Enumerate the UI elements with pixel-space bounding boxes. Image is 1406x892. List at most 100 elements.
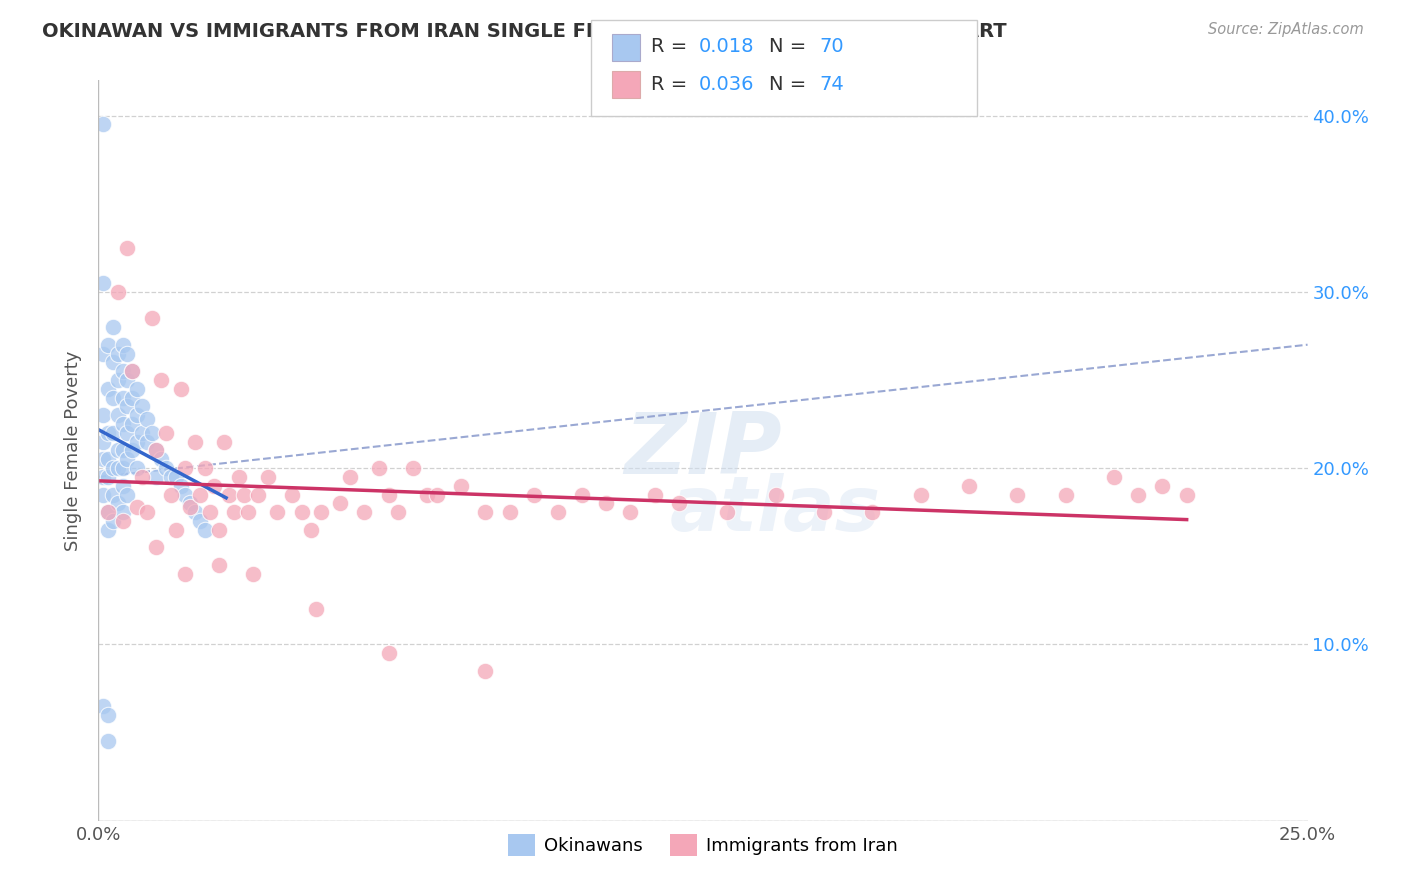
Point: [1175, 487, 1198, 501]
Point: [339, 470, 361, 484]
Point: [127, 382, 149, 396]
Point: [242, 566, 264, 581]
Point: [204, 479, 226, 493]
Point: [165, 470, 187, 484]
Point: [416, 487, 439, 501]
Point: [135, 434, 157, 449]
Point: [212, 434, 235, 449]
Point: [1054, 487, 1077, 501]
Point: [101, 391, 124, 405]
Point: [179, 496, 201, 510]
Point: [117, 452, 139, 467]
Point: [860, 505, 883, 519]
Point: [117, 425, 139, 440]
Point: [194, 523, 217, 537]
Point: [266, 505, 288, 519]
Text: N =: N =: [769, 37, 813, 56]
Point: [145, 443, 167, 458]
Point: [377, 646, 399, 660]
Y-axis label: Single Female Poverty: Single Female Poverty: [65, 351, 83, 550]
Point: [228, 470, 250, 484]
Point: [198, 505, 221, 519]
Point: [145, 443, 167, 458]
Text: 74: 74: [820, 75, 845, 95]
Text: R =: R =: [651, 75, 693, 95]
Point: [281, 487, 304, 501]
Point: [111, 514, 134, 528]
Point: [107, 285, 129, 299]
Text: 0.018: 0.018: [699, 37, 754, 56]
Point: [111, 479, 134, 493]
Point: [101, 355, 124, 369]
Point: [127, 461, 149, 475]
Point: [474, 505, 496, 519]
Legend: Okinawans, Immigrants from Iran: Okinawans, Immigrants from Iran: [501, 827, 905, 863]
Point: [169, 382, 191, 396]
Point: [184, 434, 207, 449]
Point: [121, 391, 143, 405]
Point: [97, 452, 120, 467]
Point: [910, 487, 932, 501]
Point: [247, 487, 270, 501]
Point: [97, 382, 120, 396]
Point: [155, 425, 177, 440]
Point: [97, 470, 120, 484]
Point: [107, 461, 129, 475]
Text: R =: R =: [651, 37, 693, 56]
Point: [174, 566, 197, 581]
Point: [194, 461, 217, 475]
Point: [619, 505, 641, 519]
Point: [127, 500, 149, 514]
Point: [218, 487, 240, 501]
Point: [368, 461, 391, 475]
Point: [111, 461, 134, 475]
Point: [91, 487, 114, 501]
Point: [290, 505, 312, 519]
Text: atlas: atlas: [671, 473, 882, 547]
Point: [131, 470, 153, 484]
Point: [222, 505, 245, 519]
Point: [426, 487, 449, 501]
Text: ZIP: ZIP: [624, 409, 782, 492]
Point: [107, 408, 129, 422]
Point: [150, 373, 173, 387]
Point: [91, 408, 114, 422]
Point: [1128, 487, 1150, 501]
Text: 0.036: 0.036: [699, 75, 754, 95]
Point: [169, 479, 191, 493]
Point: [121, 364, 143, 378]
Point: [91, 434, 114, 449]
Point: [107, 496, 129, 510]
Point: [97, 707, 120, 722]
Point: [765, 487, 787, 501]
Point: [117, 373, 139, 387]
Point: [160, 470, 183, 484]
Point: [208, 558, 231, 572]
Point: [523, 487, 546, 501]
Point: [97, 337, 120, 351]
Point: [150, 452, 173, 467]
Point: [107, 373, 129, 387]
Point: [121, 417, 143, 431]
Point: [117, 241, 139, 255]
Point: [145, 470, 167, 484]
Point: [256, 470, 278, 484]
Point: [111, 505, 134, 519]
Point: [387, 505, 409, 519]
Point: [127, 434, 149, 449]
Point: [91, 699, 114, 714]
Point: [145, 541, 167, 555]
Point: [91, 452, 114, 467]
Point: [1152, 479, 1174, 493]
Point: [595, 496, 617, 510]
Point: [101, 425, 124, 440]
Point: [402, 461, 425, 475]
Point: [101, 320, 124, 334]
Point: [101, 461, 124, 475]
Point: [498, 505, 520, 519]
Point: [141, 425, 163, 440]
Point: [121, 364, 143, 378]
Text: OKINAWAN VS IMMIGRANTS FROM IRAN SINGLE FEMALE POVERTY CORRELATION CHART: OKINAWAN VS IMMIGRANTS FROM IRAN SINGLE …: [42, 22, 1007, 41]
Point: [127, 408, 149, 422]
Point: [117, 487, 139, 501]
